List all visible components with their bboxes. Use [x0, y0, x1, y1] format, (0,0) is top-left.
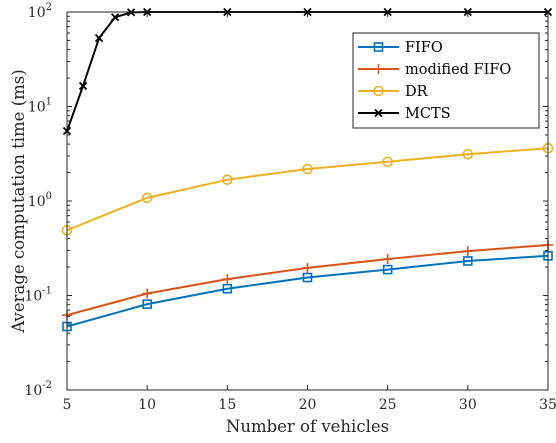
data-point-fifo-shape [382, 264, 393, 275]
data-point-modified-fifo [142, 288, 153, 299]
data-point-modified-fifo [382, 254, 393, 265]
data-point-fifo-shape [463, 256, 473, 266]
y-tick-label-base: 10 [24, 383, 42, 399]
data-point-mcts [94, 33, 104, 43]
legend: FIFO modified FIFO DR MCTS [352, 32, 540, 129]
y-tick-label: 102 [28, 2, 52, 21]
legend-marker-fifo [373, 42, 384, 52]
y-tick-label-base: 10 [28, 5, 46, 21]
data-point-fifo [302, 272, 313, 283]
legend-label-fifo: FIFO [405, 40, 443, 56]
data-point-fifo-shape [302, 272, 313, 283]
data-point-modified-fifo [462, 246, 473, 257]
data-point-fifo-shape [222, 283, 233, 294]
data-point-dr-shape [382, 156, 393, 168]
y-tick-label: 10-2 [24, 380, 52, 399]
y-tick-label: 100 [28, 191, 52, 210]
data-point-modified-fifo [302, 262, 313, 273]
legend-label-dr: DR [405, 84, 429, 100]
data-point-dr [462, 149, 474, 160]
y-tick-label-base: 10 [28, 100, 46, 116]
data-point-dr [222, 174, 233, 186]
y-tick-label: 10-1 [24, 286, 52, 305]
x-tick-label: 20 [299, 397, 317, 413]
data-point-dr-shape [302, 163, 313, 175]
series-line-fifo [66, 254, 549, 328]
legend-marker-dr-shape [373, 85, 384, 97]
y-tick-label-exponent: 1 [46, 97, 52, 108]
data-point-dr [382, 156, 393, 168]
data-point-dr-shape [141, 192, 153, 204]
legend-marker-mcts [374, 108, 383, 118]
legend-marker-modified-fifo [373, 64, 384, 74]
data-point-modified-fifo [222, 274, 233, 285]
data-point-dr-shape [222, 174, 233, 186]
data-point-fifo [142, 299, 152, 309]
y-tick-label-exponent: 2 [46, 2, 52, 13]
data-point-fifo-shape [142, 299, 152, 309]
x-tick-label: 35 [539, 397, 556, 413]
legend-label-modified-fifo: modified FIFO [405, 62, 511, 78]
y-axis-title: Average computation time (ms) [9, 69, 28, 333]
data-point-dr [302, 163, 313, 175]
x-tick-label: 5 [63, 397, 72, 413]
y-tick-label-exponent: 0 [46, 191, 52, 202]
data-point-fifo [222, 283, 233, 294]
data-point-mcts-shape [78, 81, 88, 91]
y-tick-label-exponent: -1 [42, 286, 52, 297]
x-axis-title: Number of vehicles [226, 417, 389, 436]
data-point-mcts-shape [110, 13, 120, 22]
y-tick-label-base: 10 [24, 289, 42, 305]
data-point-mcts [78, 81, 88, 91]
x-tick-label: 25 [379, 397, 397, 413]
data-point-fifo [463, 256, 473, 266]
y-tick-label-exponent: -2 [42, 380, 52, 391]
series-line-dr [66, 147, 549, 232]
data-point-fifo [382, 264, 393, 275]
x-tick-label: 30 [459, 397, 477, 413]
x-tick-label: 10 [138, 397, 156, 413]
legend-marker-fifo-shape [373, 42, 384, 52]
data-point-mcts [110, 13, 120, 22]
data-point-dr [141, 192, 153, 204]
y-tick-label-base: 10 [28, 194, 46, 210]
data-point-dr-shape [462, 149, 474, 160]
data-point-mcts-shape [94, 33, 104, 43]
y-tick-label: 101 [28, 97, 52, 116]
x-tick-label: 15 [218, 397, 236, 413]
plot-frame [66, 11, 549, 391]
legend-label-mcts: MCTS [405, 106, 451, 122]
legend-marker-dr [373, 85, 384, 97]
legend-marker-mcts-shape [374, 108, 383, 118]
